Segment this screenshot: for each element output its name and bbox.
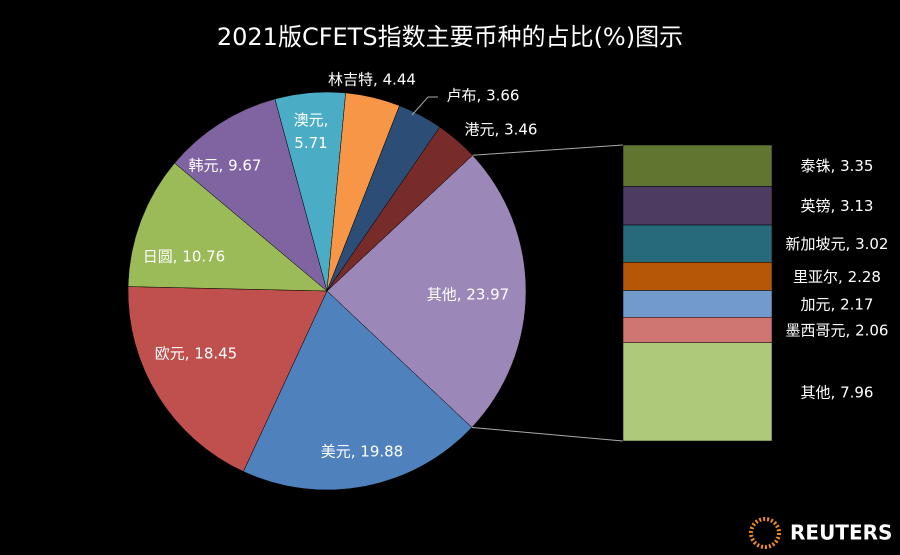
connector-line (472, 144, 624, 156)
data-label: 美元, 19.88 (321, 443, 403, 461)
data-label: 里亚尔, 2.28 (793, 268, 881, 286)
data-label: 欧元, 18.45 (155, 345, 237, 363)
data-label: 其他, 7.96 (801, 383, 874, 401)
leader-line (411, 96, 438, 116)
data-label: 港元, 3.46 (465, 121, 538, 139)
bar-segment (622, 342, 773, 442)
bar-segment (622, 186, 773, 226)
pie-slice (174, 98, 328, 292)
bar-segment (622, 224, 773, 263)
data-label: 韩元, 9.67 (189, 157, 262, 175)
data-label: 墨西哥元, 2.06 (786, 321, 889, 339)
pie-slice (326, 126, 473, 292)
data-label: 澳元, 5.71 (294, 111, 329, 152)
data-label: 新加坡元, 3.02 (786, 235, 889, 253)
pie-slice (127, 286, 328, 472)
bar-segment (622, 144, 773, 187)
chart-title: 2021版CFETS指数主要币种的占比(%)图示 (217, 23, 683, 51)
bar-segment (622, 262, 773, 291)
data-label: 日圆, 10.76 (143, 248, 225, 266)
pie-slice (243, 290, 473, 491)
bar-segment (622, 317, 773, 343)
data-label: 英镑, 3.13 (801, 197, 874, 215)
pie-slice (326, 154, 527, 428)
pie-slice (127, 162, 328, 292)
source: REUTERS (790, 521, 892, 545)
bar-segment (622, 290, 773, 318)
source-logo (749, 517, 781, 549)
data-label: 其他, 23.97 (427, 286, 509, 304)
data-label: 泰铢, 3.35 (801, 157, 874, 175)
data-label: 加元, 2.17 (801, 295, 874, 313)
data-label: 卢布, 3.66 (447, 87, 520, 105)
connector-line (471, 426, 624, 442)
data-label: 林吉特, 4.44 (328, 71, 416, 89)
